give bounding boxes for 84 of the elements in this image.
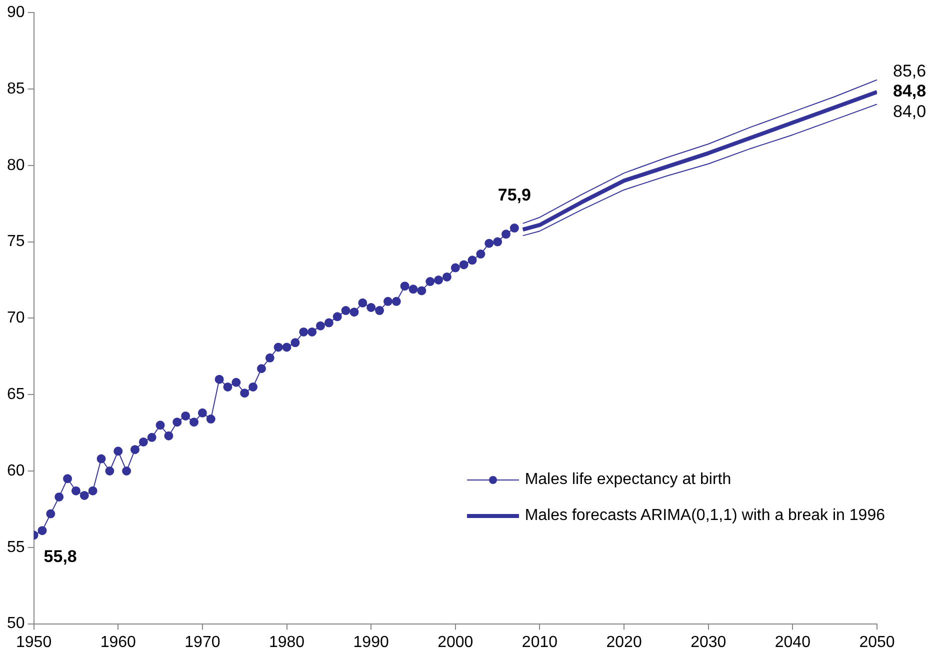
point [105,466,114,476]
point [332,312,342,322]
x-tick-label: 1980 [268,634,305,651]
annotation: 75,9 [498,186,531,205]
point [392,296,401,306]
point [214,374,224,384]
point [63,474,72,484]
point [316,321,325,330]
point [248,382,258,392]
point [417,286,426,296]
point [510,224,519,233]
point [484,238,494,248]
annotation: 55,8 [44,546,77,566]
point [383,296,392,306]
y-tick-label: 85 [7,80,25,98]
point [274,342,283,352]
point [88,486,98,496]
point [71,486,80,496]
point [164,431,174,440]
point [130,445,140,454]
legend-label: Males life expectancy at birth [524,471,732,489]
point [324,318,334,328]
annotation: 85,6 [893,62,926,81]
point [206,414,216,424]
x-tick-label: 2010 [522,634,558,651]
point [265,353,274,362]
legend-label: Males forecasts ARIMA(0,1,1) with a break in 1996 [524,507,885,525]
point [501,230,510,239]
point [308,327,317,336]
y-tick-label: 80 [7,156,25,174]
x-tick-label: 1950 [16,634,52,651]
x-tick-label: 2050 [859,634,895,651]
point [198,408,207,418]
x-tick-label: 2030 [690,634,726,651]
point [46,509,56,518]
point [232,378,241,387]
y-tick-label: 75 [7,233,25,250]
y-tick-label: 60 [7,462,25,480]
x-tick-label: 2020 [606,634,642,651]
point [282,342,292,352]
point [114,446,123,456]
point [426,277,435,286]
point [434,276,444,284]
point [290,338,300,348]
point [350,308,359,317]
point [408,284,418,294]
point [442,272,452,282]
point [172,418,182,427]
x-tick-label: 2040 [774,634,811,651]
y-tick-label: 70 [7,310,25,327]
point [181,411,190,420]
annotation: 84,0 [893,102,926,121]
point [190,418,199,427]
point [341,306,350,316]
point [38,526,47,536]
point [147,432,156,442]
y-tick-label: 55 [7,538,25,556]
point [156,420,165,430]
point [375,306,384,316]
point [468,256,477,265]
point [450,263,460,272]
point [400,282,410,291]
point [459,260,468,270]
point [493,237,502,246]
point [138,437,148,446]
point [256,364,266,374]
x-tick-label: 1960 [100,634,136,651]
point [96,454,106,464]
point [122,466,132,476]
y-tick-label: 50 [7,615,25,632]
y-tick-label: 90 [7,4,25,22]
point [358,298,368,308]
point [476,250,486,259]
point [240,388,250,398]
x-tick-label: 1970 [184,634,220,651]
point [366,303,376,312]
point [223,382,232,392]
x-tick-label: 1990 [353,634,389,651]
y-tick-label: 65 [7,386,25,404]
point [80,490,89,500]
annotation: 84,8 [893,82,926,101]
point [54,492,64,502]
x-tick-label: 2000 [438,634,474,651]
point [299,327,308,336]
